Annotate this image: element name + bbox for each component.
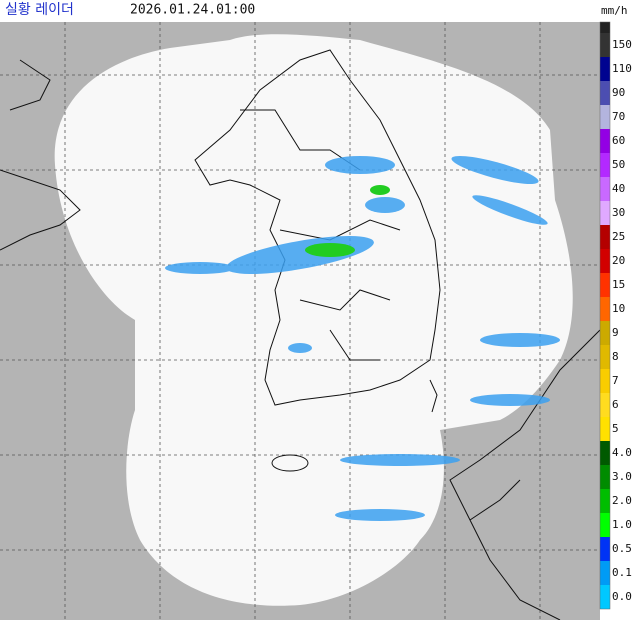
legend-swatch [600, 81, 610, 105]
legend-label: 7 [612, 374, 619, 387]
legend-label: 50 [612, 158, 625, 171]
legend-label: 5 [612, 422, 619, 435]
legend-swatch [600, 129, 610, 153]
legend-swatch [600, 369, 610, 393]
legend-label: 70 [612, 110, 625, 123]
legend-swatch [600, 465, 610, 489]
legend-swatch [600, 273, 610, 297]
legend-label: 40 [612, 182, 625, 195]
legend-label: 110 [612, 62, 632, 75]
unit: mm/h [601, 4, 628, 17]
legend-swatch [600, 201, 610, 225]
map [0, 22, 601, 621]
legend-label: 0.1 [612, 566, 632, 579]
legend-label: 25 [612, 230, 625, 243]
legend-swatch [600, 537, 610, 561]
legend-swatch [600, 489, 610, 513]
legend-label: 30 [612, 206, 625, 219]
legend-label: 20 [612, 254, 625, 267]
legend-swatch [600, 345, 610, 369]
legend-label: 8 [612, 350, 619, 363]
legend-label: 6 [612, 398, 619, 411]
legend-swatch [600, 585, 610, 609]
legend-label: 4.0 [612, 446, 632, 459]
legend-label: 150 [612, 38, 632, 51]
legend-label: 3.0 [612, 470, 632, 483]
legend-swatch [600, 105, 610, 129]
coastline [0, 49, 601, 621]
legend-label: 9 [612, 326, 619, 339]
legend-swatch [600, 561, 610, 585]
legend-label: 0.5 [612, 542, 632, 555]
legend-swatch [600, 153, 610, 177]
legend-label: 15 [612, 278, 625, 291]
legend-swatch [600, 57, 610, 81]
legend-swatch [600, 321, 610, 345]
legend-label: 60 [612, 134, 625, 147]
legend-swatch [600, 297, 610, 321]
legend-swatch [600, 441, 610, 465]
legend: 150 110 90 70 60 50 40 30 25 20 15 10 9 8 7 6 5 4.0 3.0 2.0… [599, 21, 632, 610]
legend-label: 10 [612, 302, 625, 315]
title: 실황 레이더 [5, 2, 74, 18]
legend-swatch [600, 393, 610, 417]
legend-frame [599, 21, 611, 610]
heavy-precipitation [305, 185, 390, 257]
legend-label: 2.0 [612, 494, 632, 507]
legend-swatch [600, 417, 610, 441]
legend-swatch [600, 249, 610, 273]
legend-swatch [600, 513, 610, 537]
legend-label: 90 [612, 86, 625, 99]
legend-label: 1.0 [612, 518, 632, 531]
time: 2026.01.24.01:00 [130, 3, 255, 18]
legend-swatch [600, 177, 610, 201]
legend-swatch [600, 33, 610, 57]
legend-top [600, 22, 610, 33]
legend-label: 0.0 [612, 590, 632, 603]
legend-swatch [600, 225, 610, 249]
